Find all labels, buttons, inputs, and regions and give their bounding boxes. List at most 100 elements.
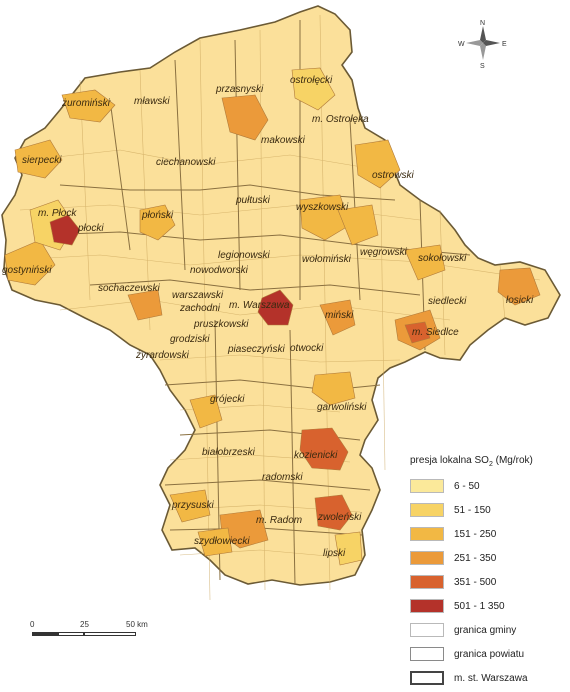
legend-label-1: 6 - 50: [454, 480, 480, 492]
swatch-class-1: [410, 479, 444, 493]
patch-m-plock: [49, 214, 81, 246]
patch-zuromin: [61, 89, 116, 123]
patch-przysucha: [169, 489, 211, 523]
label-ostrowski: ostrowski: [372, 170, 414, 181]
patch-sokolow: [404, 244, 446, 281]
scale-mid: 25: [80, 620, 89, 629]
legend-title-prefix: presja lokalna SO: [410, 455, 489, 466]
label-makowski: makowski: [261, 135, 306, 146]
legend-row: granica powiatu: [410, 644, 568, 664]
label-plonski: płoński: [141, 210, 174, 221]
legend-title: presja lokalna SO2 (Mg/rok): [410, 455, 568, 468]
patch-wegrow-e: [337, 204, 379, 246]
patch-wyszkow: [299, 194, 351, 241]
label-sochaczewski: sochaczewski: [98, 283, 160, 294]
label-ciechanowski: ciechanowski: [156, 157, 216, 168]
patch-sochaczew: [127, 289, 163, 321]
legend-powiat: granica powiatu: [454, 648, 525, 660]
patch-losice: [497, 267, 541, 306]
legend-row: 251 - 350: [410, 548, 568, 568]
label-m-radom: m. Radom: [256, 515, 302, 526]
label-grojecki: grójecki: [210, 394, 245, 405]
label-warszawski-2: zachodni: [179, 303, 221, 314]
patch-sierpc: [14, 139, 63, 179]
legend-label-3: 151 - 250: [454, 528, 497, 540]
label-kozienicki: kozienicki: [294, 450, 338, 461]
patch-szydlowiec: [197, 527, 233, 557]
swatch-powiat: [410, 647, 444, 661]
legend-label-6: 501 - 1 350: [454, 600, 505, 612]
patch-przasnysz: [221, 94, 269, 141]
patch-m-warszawa: [257, 289, 294, 326]
label-przysuski: przysuski: [171, 500, 214, 511]
label-piaseczynski: piaseczyński: [227, 344, 285, 355]
label-wegrowski: węgrowski: [360, 247, 407, 258]
patch-ostroleka: [291, 67, 336, 111]
label-grodziski: grodziski: [170, 334, 210, 345]
swatch-class-3: [410, 527, 444, 541]
label-warszawski-1: warszawski: [172, 290, 224, 301]
legend-row: 51 - 150: [410, 500, 568, 520]
label-minski: miński: [325, 310, 354, 321]
patch-grojec: [189, 394, 223, 429]
county-labels: żuromiński mławski przasnyski ostrołęcki…: [2, 75, 534, 559]
legend-warszawa: m. st. Warszawa: [454, 672, 528, 684]
patch-lipsko: [334, 531, 363, 566]
label-radomski: radomski: [262, 472, 303, 483]
label-zyrardowski: żyrardowski: [135, 350, 190, 361]
scale-seg-2: [58, 632, 84, 636]
label-siedlecki: siedlecki: [428, 296, 467, 307]
label-lipski: lipski: [323, 548, 346, 559]
legend-row: m. st. Warszawa: [410, 668, 568, 688]
swatch-class-6: [410, 599, 444, 613]
label-przasnyski: przasnyski: [215, 84, 264, 95]
scale-bar: 0 25 50 km: [28, 620, 168, 650]
label-garwolinski: garwoliński: [317, 402, 367, 413]
legend-row: 151 - 250: [410, 524, 568, 544]
scale-seg-3: [84, 632, 136, 636]
label-ostrolecki: ostrołęcki: [290, 75, 333, 86]
scale-zero: 0: [30, 620, 35, 629]
voivodeship-map: żuromiński mławski przasnyski ostrołęcki…: [1, 5, 561, 601]
label-nowodworski: nowodworski: [190, 265, 249, 276]
legend-gmina: granica gminy: [454, 624, 517, 636]
label-wolominski: wołomiński: [302, 254, 352, 265]
label-plocki: płocki: [77, 223, 104, 234]
compass-rose-icon: N S W E: [458, 20, 507, 68]
legend-row: granica gminy: [410, 620, 568, 640]
compass-s: S: [480, 63, 485, 68]
legend-row: 6 - 50: [410, 476, 568, 496]
label-mlawski: mławski: [134, 96, 170, 107]
compass-n: N: [480, 20, 485, 27]
label-zwolenski: zwoleński: [317, 512, 362, 523]
compass-e: E: [502, 41, 507, 48]
patch-zwolen: [314, 494, 353, 531]
label-m-warszawa: m. Warszawa: [229, 300, 290, 311]
scale-end: 50 km: [126, 620, 148, 629]
label-legionowski: legionowski: [218, 250, 270, 261]
label-pruszkowski: pruszkowski: [193, 319, 249, 330]
label-zurominski: żuromiński: [61, 98, 111, 109]
swatch-class-4: [410, 551, 444, 565]
label-m-siedlce: m. Siedlce: [412, 327, 459, 338]
patch-kozienice: [299, 427, 349, 471]
label-pultuski: pułtuski: [235, 195, 271, 206]
legend-label-2: 51 - 150: [454, 504, 491, 516]
label-sokolowski: sokołowski: [418, 253, 467, 264]
patch-garwolin: [311, 371, 356, 406]
label-sierpecki: sierpecki: [22, 155, 62, 166]
swatch-class-5: [410, 575, 444, 589]
label-wyszkowski: wyszkowski: [296, 202, 349, 213]
swatch-class-2: [410, 503, 444, 517]
label-gostyninski: gostyniński: [2, 265, 52, 276]
patch-gostynin: [4, 239, 56, 286]
pressure-patches: [4, 67, 541, 566]
label-otwocki: otwocki: [290, 343, 324, 354]
legend-row: 501 - 1 350: [410, 596, 568, 616]
map-legend: presja lokalna SO2 (Mg/rok) 6 - 50 51 - …: [410, 455, 568, 692]
label-m-ostroleka: m. Ostrołęka: [312, 114, 369, 125]
label-m-plock: m. Płock: [38, 208, 77, 219]
legend-title-suffix: (Mg/rok): [492, 455, 533, 466]
patch-plonsk: [139, 204, 176, 241]
label-bialobrzeski: białobrzeski: [202, 447, 256, 458]
